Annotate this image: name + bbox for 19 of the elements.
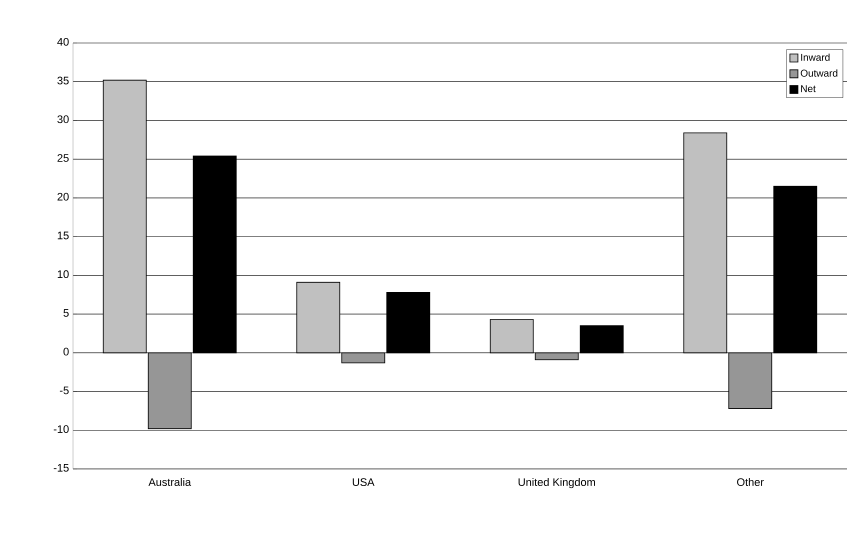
y-tick-label: -5 xyxy=(60,386,69,394)
y-tick-label: -15 xyxy=(54,464,69,472)
y-tick-label: 30 xyxy=(57,115,69,124)
legend-label: Net xyxy=(801,85,816,92)
y-tick-label: 5 xyxy=(64,309,69,317)
x-tick-label: United Kingdom xyxy=(518,478,595,488)
y-tick-label: 0 xyxy=(63,348,69,356)
legend-label: Outward xyxy=(800,69,838,77)
y-tick-label: 40 xyxy=(57,38,69,46)
y-tick-label: 20 xyxy=(58,192,69,201)
x-tick-label: USA xyxy=(352,478,374,486)
x-tick-label: Other xyxy=(737,478,764,486)
legend-label: Inward xyxy=(801,54,830,61)
y-tick-label: -10 xyxy=(54,425,69,433)
y-tick-label: 15 xyxy=(58,232,69,240)
y-tick-label: 35 xyxy=(57,76,69,84)
y-tick-label: 25 xyxy=(58,154,69,162)
x-tick-label: Australia xyxy=(148,478,192,486)
y-tick-label: 10 xyxy=(58,270,69,278)
